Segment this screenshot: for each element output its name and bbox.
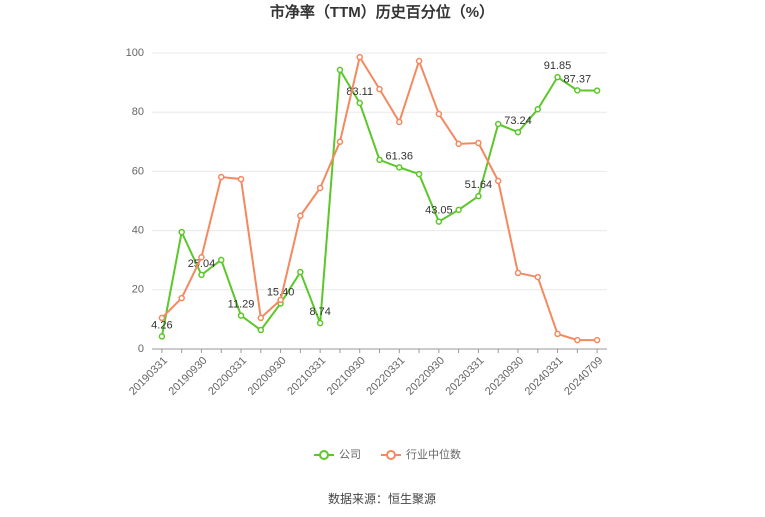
legend-label: 公司 (339, 449, 361, 461)
legend-marker (319, 450, 329, 460)
x-tick-label: 20190930 (167, 355, 210, 398)
point-marker (237, 312, 245, 319)
point-marker (475, 139, 482, 147)
point-marker (415, 170, 423, 178)
series-line (160, 66, 598, 337)
point-marker (514, 128, 522, 136)
point-marker (574, 336, 581, 344)
point-marker (435, 218, 443, 225)
point-marker (455, 206, 462, 214)
x-tick-label: 20220930 (404, 355, 447, 398)
legend-item: 行业中位数 (381, 447, 461, 461)
point-marker (277, 296, 284, 304)
data-label: 61.36 (386, 150, 414, 162)
point-marker (198, 253, 205, 261)
point-marker (475, 192, 482, 200)
legend-item: 公司 (314, 449, 361, 461)
x-tick-label: 20200930 (246, 355, 289, 398)
point-marker (494, 120, 502, 128)
point-marker (554, 73, 561, 81)
x-tick-label: 20210331 (285, 355, 328, 398)
legend-label: 行业中位数 (406, 447, 461, 461)
y-tick-label: 100 (126, 47, 144, 59)
data-label: 8.74 (309, 306, 330, 318)
point-marker (336, 66, 344, 74)
point-marker (297, 212, 304, 220)
data-label: 15.40 (267, 286, 295, 298)
point-marker (593, 336, 601, 344)
point-marker (554, 330, 561, 338)
x-tick-label: 20200331 (206, 355, 249, 398)
x-tick-label: 20240709 (562, 355, 605, 398)
point-marker (514, 269, 522, 277)
point-marker (336, 138, 344, 146)
point-marker (455, 140, 462, 148)
point-marker (257, 326, 265, 334)
point-marker (574, 87, 581, 94)
point-marker (435, 110, 443, 118)
legend-marker (386, 450, 396, 460)
point-marker (217, 173, 225, 181)
point-marker (316, 184, 324, 192)
point-marker (396, 118, 403, 126)
source-note: 数据来源：恒生聚源 (328, 491, 436, 506)
data-label: 87.37 (564, 73, 592, 85)
point-marker (178, 294, 185, 302)
point-marker (376, 85, 383, 93)
point-marker (158, 314, 166, 322)
point-marker (158, 333, 166, 340)
point-marker (534, 273, 542, 281)
data-label: 4.26 (151, 319, 172, 331)
data-label: 73.24 (504, 115, 532, 127)
x-tick-label: 20230930 (483, 355, 526, 398)
x-tick-label: 20190331 (127, 355, 170, 398)
x-tick-label: 20230331 (443, 355, 486, 398)
chart-title: 市净率（TTM）历史百分位（%） (270, 3, 494, 21)
data-label: 91.85 (544, 60, 572, 72)
data-label: 43.05 (425, 204, 453, 216)
data-label: 11.29 (228, 298, 255, 310)
point-marker (356, 99, 363, 107)
point-marker (415, 57, 423, 65)
data-label: 51.64 (465, 179, 493, 191)
point-marker (178, 228, 185, 236)
point-marker (237, 175, 245, 183)
point-marker (217, 256, 225, 264)
data-label: 25.04 (188, 258, 216, 270)
point-marker (534, 105, 542, 113)
point-marker (297, 268, 304, 276)
x-tick-label: 20240331 (523, 355, 566, 398)
point-marker (396, 164, 403, 171)
point-marker (593, 87, 601, 94)
x-tick-label: 20220331 (364, 355, 407, 398)
y-tick-label: 20 (132, 284, 144, 296)
point-marker (198, 271, 205, 279)
point-marker (494, 177, 502, 185)
point-marker (356, 53, 363, 61)
y-tick-label: 80 (132, 106, 144, 118)
point-marker (376, 156, 383, 164)
y-tick-label: 0 (138, 343, 144, 355)
y-tick-label: 60 (132, 165, 144, 177)
x-tick-label: 20210930 (325, 355, 368, 398)
point-marker (257, 314, 265, 322)
y-tick-label: 40 (132, 225, 144, 237)
point-marker (316, 319, 324, 327)
